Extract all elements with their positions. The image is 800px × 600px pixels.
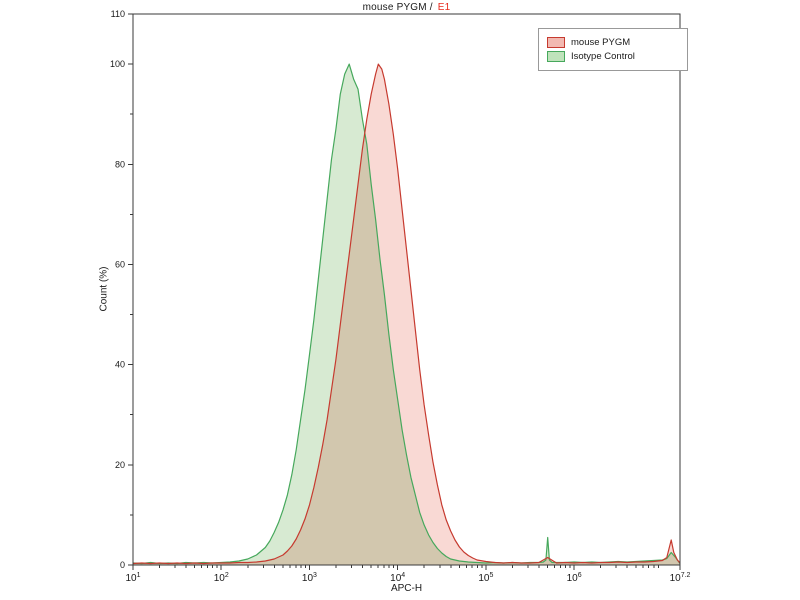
legend-label-mouse-pygm: mouse PYGM [571,37,631,48]
svg-text:80: 80 [115,159,125,169]
chart-title-accent: E1 [437,2,451,13]
chart-title: mouse PYGM / E1 [133,2,680,13]
legend-label-isotype-control: Isotype Control [571,51,635,62]
svg-text:40: 40 [115,360,125,370]
x-axis-label: APC-H [390,583,423,594]
svg-text:60: 60 [115,259,125,269]
svg-text:100: 100 [110,59,125,69]
svg-text:110: 110 [111,9,125,19]
chart-title-main: mouse PYGM / [362,2,433,13]
legend-swatch-0 [547,37,565,48]
legend-item-mouse-pygm: mouse PYGM [547,37,679,48]
svg-text:0: 0 [120,560,125,570]
legend-swatch-1 [547,51,565,62]
y-axis-label: Count (%) [98,266,110,312]
legend: mouse PYGM Isotype Control [538,28,688,71]
legend-item-isotype-control: Isotype Control [547,51,679,62]
svg-text:20: 20 [115,460,125,470]
